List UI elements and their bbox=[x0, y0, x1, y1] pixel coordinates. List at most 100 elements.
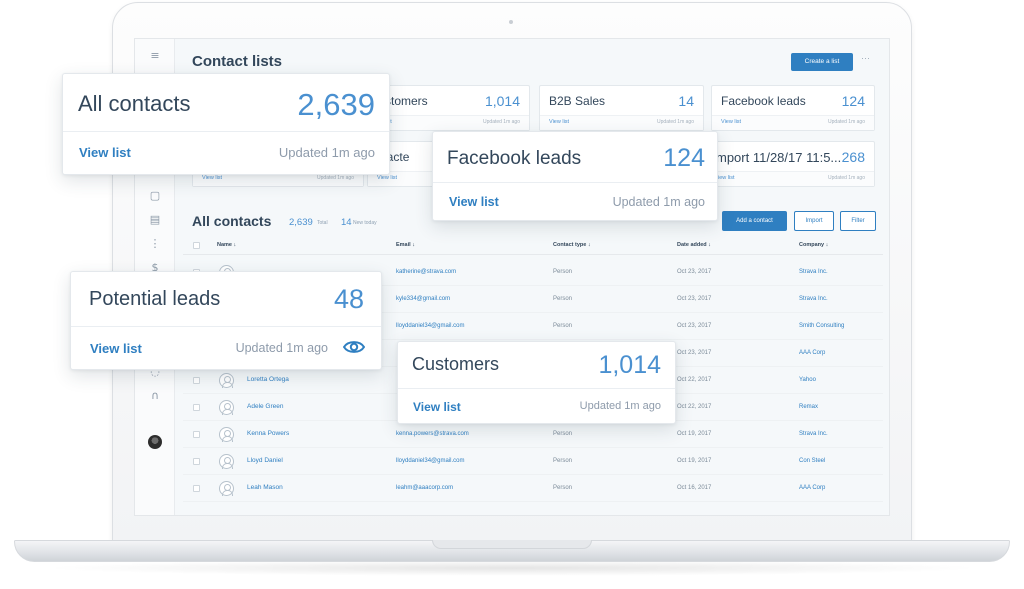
view-list-link[interactable]: View list bbox=[90, 341, 142, 356]
list-card-facebook-leads[interactable]: Facebook leads 124 View list Updated 1m … bbox=[711, 85, 875, 131]
column-header-company[interactable]: Company ↓ bbox=[799, 242, 829, 248]
contact-type: Person bbox=[553, 269, 573, 275]
create-list-button[interactable]: Create a list bbox=[791, 53, 853, 71]
select-all-checkbox[interactable] bbox=[193, 242, 200, 249]
view-list-link[interactable]: View list bbox=[449, 195, 499, 209]
contact-company[interactable]: Con Steel bbox=[799, 458, 826, 464]
eye-icon[interactable] bbox=[343, 339, 365, 355]
contact-avatar-icon bbox=[219, 373, 234, 388]
contact-date: Oct 23, 2017 bbox=[677, 350, 712, 356]
contact-company[interactable]: Strava Inc. bbox=[799, 296, 828, 302]
row-checkbox[interactable] bbox=[193, 485, 200, 492]
contact-date: Oct 19, 2017 bbox=[677, 431, 712, 437]
contact-name[interactable]: Leah Mason bbox=[247, 484, 283, 491]
add-contact-button[interactable]: Add a contact bbox=[722, 211, 787, 231]
card-title: All contacts bbox=[78, 91, 191, 116]
calendar-icon[interactable]: ▤ bbox=[149, 213, 161, 226]
list-card-import[interactable]: mport 11/28/17 11:5... 268 iew list Upda… bbox=[711, 141, 875, 187]
row-checkbox[interactable] bbox=[193, 404, 200, 411]
clipboard-icon[interactable]: ▢ bbox=[149, 189, 161, 202]
column-header-email[interactable]: Email ↓ bbox=[396, 242, 415, 248]
list-card-count: 124 bbox=[841, 93, 865, 109]
table-row[interactable]: Kenna Powers kenna.powers@strava.com Per… bbox=[183, 421, 883, 448]
contact-name[interactable]: Loretta Ortega bbox=[247, 376, 289, 383]
contact-email[interactable]: leahm@aaacorp.com bbox=[396, 485, 454, 491]
dollar-icon[interactable]: $ bbox=[151, 261, 159, 274]
contact-name[interactable]: Lloyd Daniel bbox=[247, 457, 283, 464]
contact-name[interactable]: Kenna Powers bbox=[247, 430, 290, 437]
funnel-icon[interactable]: ⋮ bbox=[149, 237, 161, 250]
contact-email[interactable]: kenna.powers@strava.com bbox=[396, 431, 469, 437]
floating-card-potential-leads[interactable]: Potential leads 48 View list Updated 1m … bbox=[70, 271, 382, 370]
list-card-count: 1,014 bbox=[484, 93, 520, 109]
shield-icon[interactable]: ◌ bbox=[150, 365, 160, 378]
new-today-label: New today bbox=[353, 220, 377, 226]
view-list-link[interactable]: View list bbox=[377, 175, 398, 181]
column-header-name[interactable]: Name ↓ bbox=[217, 242, 237, 248]
view-list-link[interactable]: View list bbox=[549, 119, 570, 125]
floating-card-all-contacts[interactable]: All contacts 2,639 View list Updated 1m … bbox=[62, 73, 390, 175]
import-button[interactable]: Import bbox=[794, 211, 834, 231]
list-card-footer: list Updated 1m ago bbox=[376, 115, 529, 130]
list-card-footer: iew list Updated 1m ago bbox=[712, 171, 874, 186]
table-row[interactable]: Leah Mason leahm@aaacorp.com Person Oct … bbox=[183, 475, 883, 502]
contact-avatar-icon bbox=[219, 427, 234, 442]
list-card-customers[interactable]: stomers 1,014 list Updated 1m ago bbox=[375, 85, 530, 131]
view-list-link[interactable]: View list bbox=[413, 400, 461, 414]
contact-company[interactable]: Remax bbox=[799, 404, 819, 410]
updated-text: Updated 1m ago bbox=[612, 195, 705, 209]
list-card-title: stomers bbox=[385, 94, 428, 108]
contact-company[interactable]: Strava Inc. bbox=[799, 269, 828, 275]
contact-type: Person bbox=[553, 485, 573, 491]
filter-button[interactable]: Filter bbox=[840, 211, 876, 231]
floating-card-facebook-leads[interactable]: Facebook leads 124 View list Updated 1m … bbox=[432, 131, 718, 221]
updated-text: Updated 1m ago bbox=[657, 119, 694, 125]
column-header-date-added[interactable]: Date added ↓ bbox=[677, 242, 711, 248]
contact-type: Person bbox=[553, 323, 573, 329]
contact-company[interactable]: Smith Consulting bbox=[799, 323, 845, 329]
contact-company[interactable]: Strava Inc. bbox=[799, 431, 828, 437]
contact-company[interactable]: Yahoo bbox=[799, 377, 816, 383]
contact-date: Oct 19, 2017 bbox=[677, 458, 712, 464]
card-footer: View list Updated 1m ago bbox=[71, 326, 381, 369]
list-card-footer: View list Updated 1m ago bbox=[712, 115, 874, 130]
contact-type: Person bbox=[553, 296, 573, 302]
view-list-link[interactable]: View list bbox=[202, 175, 223, 181]
table-row[interactable]: Lloyd Daniel lloyddaniel34@gmail.com Per… bbox=[183, 448, 883, 475]
floating-card-customers[interactable]: Customers 1,014 View list Updated 1m ago bbox=[397, 341, 676, 424]
new-today-count: 14 bbox=[341, 217, 352, 228]
view-list-link[interactable]: iew list bbox=[718, 175, 735, 181]
contact-email[interactable]: kyle334@gmail.com bbox=[396, 296, 451, 302]
more-dots-icon[interactable]: ··· bbox=[861, 53, 870, 63]
updated-text: Updated 1m ago bbox=[579, 400, 661, 412]
laptop-notch bbox=[432, 540, 592, 549]
row-checkbox[interactable] bbox=[193, 377, 200, 384]
card-count: 1,014 bbox=[598, 351, 661, 379]
list-card-b2b-sales[interactable]: B2B Sales 14 View list Updated 1m ago bbox=[539, 85, 704, 131]
list-card-footer: View list Updated 1m ago bbox=[540, 115, 703, 130]
all-contacts-heading: All contacts bbox=[192, 213, 272, 229]
menu-icon[interactable]: ≡ bbox=[150, 49, 160, 62]
contact-date: Oct 23, 2017 bbox=[677, 323, 712, 329]
contact-email[interactable]: katherine@strava.com bbox=[396, 269, 457, 275]
updated-text: Updated 1m ago bbox=[235, 341, 328, 355]
contact-email[interactable]: lloyddaniel34@gmail.com bbox=[396, 458, 465, 464]
contact-name[interactable]: Adele Green bbox=[247, 403, 284, 410]
contact-date: Oct 22, 2017 bbox=[677, 404, 712, 410]
list-card-title: B2B Sales bbox=[549, 94, 606, 108]
view-list-link[interactable]: View list bbox=[721, 119, 742, 125]
card-title: Potential leads bbox=[89, 288, 221, 310]
page-title: Contact lists bbox=[192, 53, 283, 70]
contact-date: Oct 23, 2017 bbox=[677, 296, 712, 302]
contact-company[interactable]: AAA Corp bbox=[799, 350, 826, 356]
row-checkbox[interactable] bbox=[193, 458, 200, 465]
user-avatar[interactable] bbox=[148, 435, 162, 449]
row-checkbox[interactable] bbox=[193, 431, 200, 438]
contact-email[interactable]: lloyddaniel34@gmail.com bbox=[396, 323, 465, 329]
view-list-link[interactable]: View list bbox=[79, 145, 131, 160]
contact-company[interactable]: AAA Corp bbox=[799, 485, 826, 491]
contact-date: Oct 16, 2017 bbox=[677, 485, 712, 491]
headset-icon[interactable]: ∩ bbox=[150, 389, 160, 402]
table-header: Name ↓ Email ↓ Contact type ↓ Date added… bbox=[183, 237, 883, 255]
column-header-contact-type[interactable]: Contact type ↓ bbox=[553, 242, 591, 248]
